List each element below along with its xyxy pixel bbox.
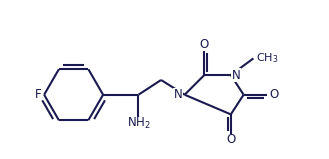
Text: NH$_2$: NH$_2$ bbox=[127, 116, 150, 131]
Text: CH$_3$: CH$_3$ bbox=[256, 52, 279, 65]
Text: O: O bbox=[226, 133, 236, 146]
Text: O: O bbox=[269, 88, 278, 101]
Text: O: O bbox=[200, 38, 209, 52]
Text: N: N bbox=[174, 88, 183, 101]
Text: N: N bbox=[232, 69, 240, 82]
Text: F: F bbox=[35, 88, 41, 101]
